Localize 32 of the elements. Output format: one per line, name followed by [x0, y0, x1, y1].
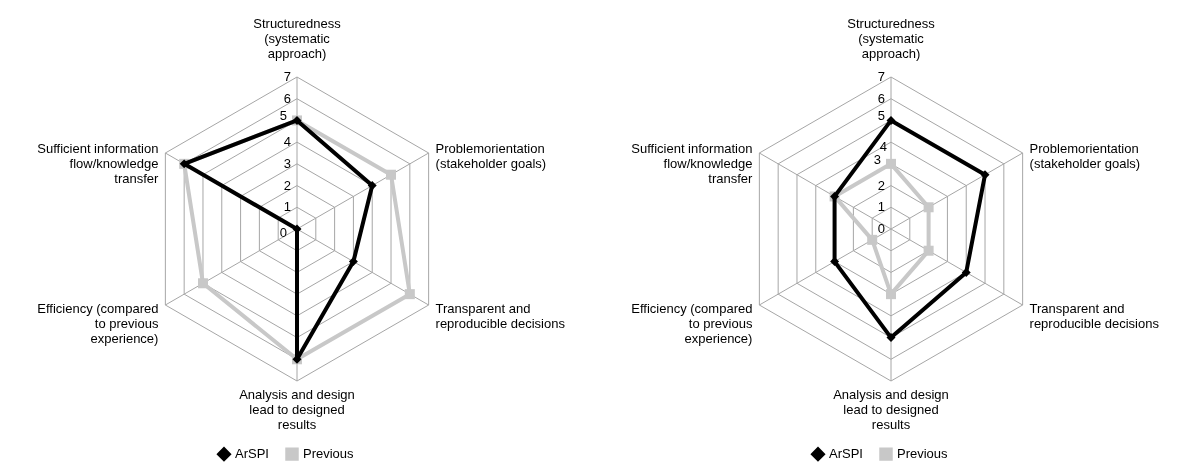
legend-label: ArSPI — [829, 446, 863, 462]
y-tick-label: 7 — [877, 69, 885, 84]
y-tick-label: 5 — [877, 108, 885, 124]
spoke-label: Structuredness (systematic approach) — [847, 16, 936, 61]
y-tick-label: 6 — [283, 90, 291, 106]
spoke-label: Analysis and design lead to designed results — [833, 387, 949, 432]
spoke-label: Efficiency (compared to previous experience) — [37, 301, 159, 346]
y-tick-label: 1 — [877, 199, 885, 215]
spoke-label: Efficiency (compared to previous experience) — [631, 301, 753, 346]
legend-label: Previous — [303, 446, 355, 462]
y-tick-label: 1 — [283, 199, 291, 215]
y-tick-label: 7 — [283, 69, 291, 84]
y-tick-label: 3 — [283, 155, 291, 171]
y-tick-label: 5 — [279, 108, 287, 124]
spoke-label: Sufficient information flow/knowledge transfer — [37, 141, 160, 186]
legend-label: Previous — [897, 446, 949, 462]
y-tick-label: 6 — [877, 90, 885, 106]
spoke-label: Analysis and design lead to designed results — [239, 387, 355, 432]
y-tick-label: 2 — [283, 177, 291, 193]
spoke-label: Problemorientation (stakeholder goals) — [435, 141, 547, 171]
y-tick-label: 4 — [283, 134, 291, 150]
y-tick-label: 0 — [877, 221, 885, 236]
spoke-label: Transparent and reproducible decisions — [1029, 301, 1160, 331]
y-tick-label: 0 — [279, 225, 287, 240]
spoke-label: Sufficient information flow/knowledge transfer — [631, 141, 754, 186]
legend-label: ArSPI — [235, 446, 269, 462]
spoke-label: Problemorientation (stakeholder goals) — [1029, 141, 1141, 171]
spoke-label: Transparent and reproducible decisions — [435, 301, 566, 331]
spoke-label: Structuredness (systematic approach) — [253, 16, 342, 61]
y-tick-label: 2 — [877, 177, 885, 193]
y-tick-label: 4 — [879, 139, 887, 155]
y-tick-label: 3 — [873, 151, 881, 167]
